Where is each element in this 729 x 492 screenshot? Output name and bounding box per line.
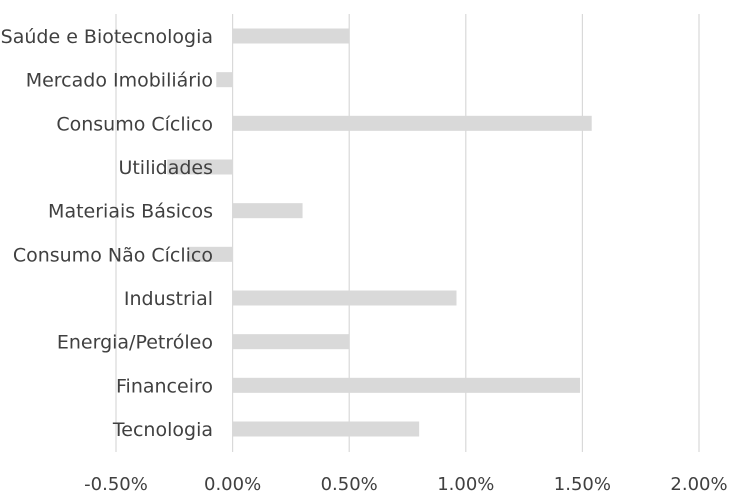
bars [167,28,592,437]
bar [232,28,350,44]
category-label: Financeiro [116,375,213,397]
bar [188,246,233,262]
category-label: Tecnologia [112,419,213,441]
bar [232,377,581,393]
category-label: Saúde e Biotecnologia [1,26,213,48]
category-label: Energia/Petróleo [57,332,213,354]
category-label: Consumo Cíclico [56,113,213,135]
x-tick-label: 0.00% [204,474,261,492]
bar [232,334,350,350]
bar [232,203,303,219]
x-tick-label: 0.50% [321,474,378,492]
bar [167,159,233,175]
category-label: Utilidades [118,157,213,179]
category-label: Materiais Básicos [48,201,213,223]
category-label: Consumo Não Cíclico [13,244,213,266]
x-tick-label: 2.00% [670,474,727,492]
bar [232,421,420,437]
x-tick-label: -0.50% [84,474,148,492]
category-label: Industrial [124,288,213,310]
bar [232,290,457,306]
bar [232,115,592,131]
x-tick-label: 1.50% [554,474,611,492]
category-label: Mercado Imobiliário [26,70,213,92]
bar [216,72,233,88]
category-labels: Saúde e Biotecnologia Mercado Imobiliário… [1,26,213,441]
x-tick-labels: -0.50% 0.00% 0.50% 1.00% 1.50% 2.00% [84,474,727,492]
x-tick-label: 1.00% [437,474,494,492]
